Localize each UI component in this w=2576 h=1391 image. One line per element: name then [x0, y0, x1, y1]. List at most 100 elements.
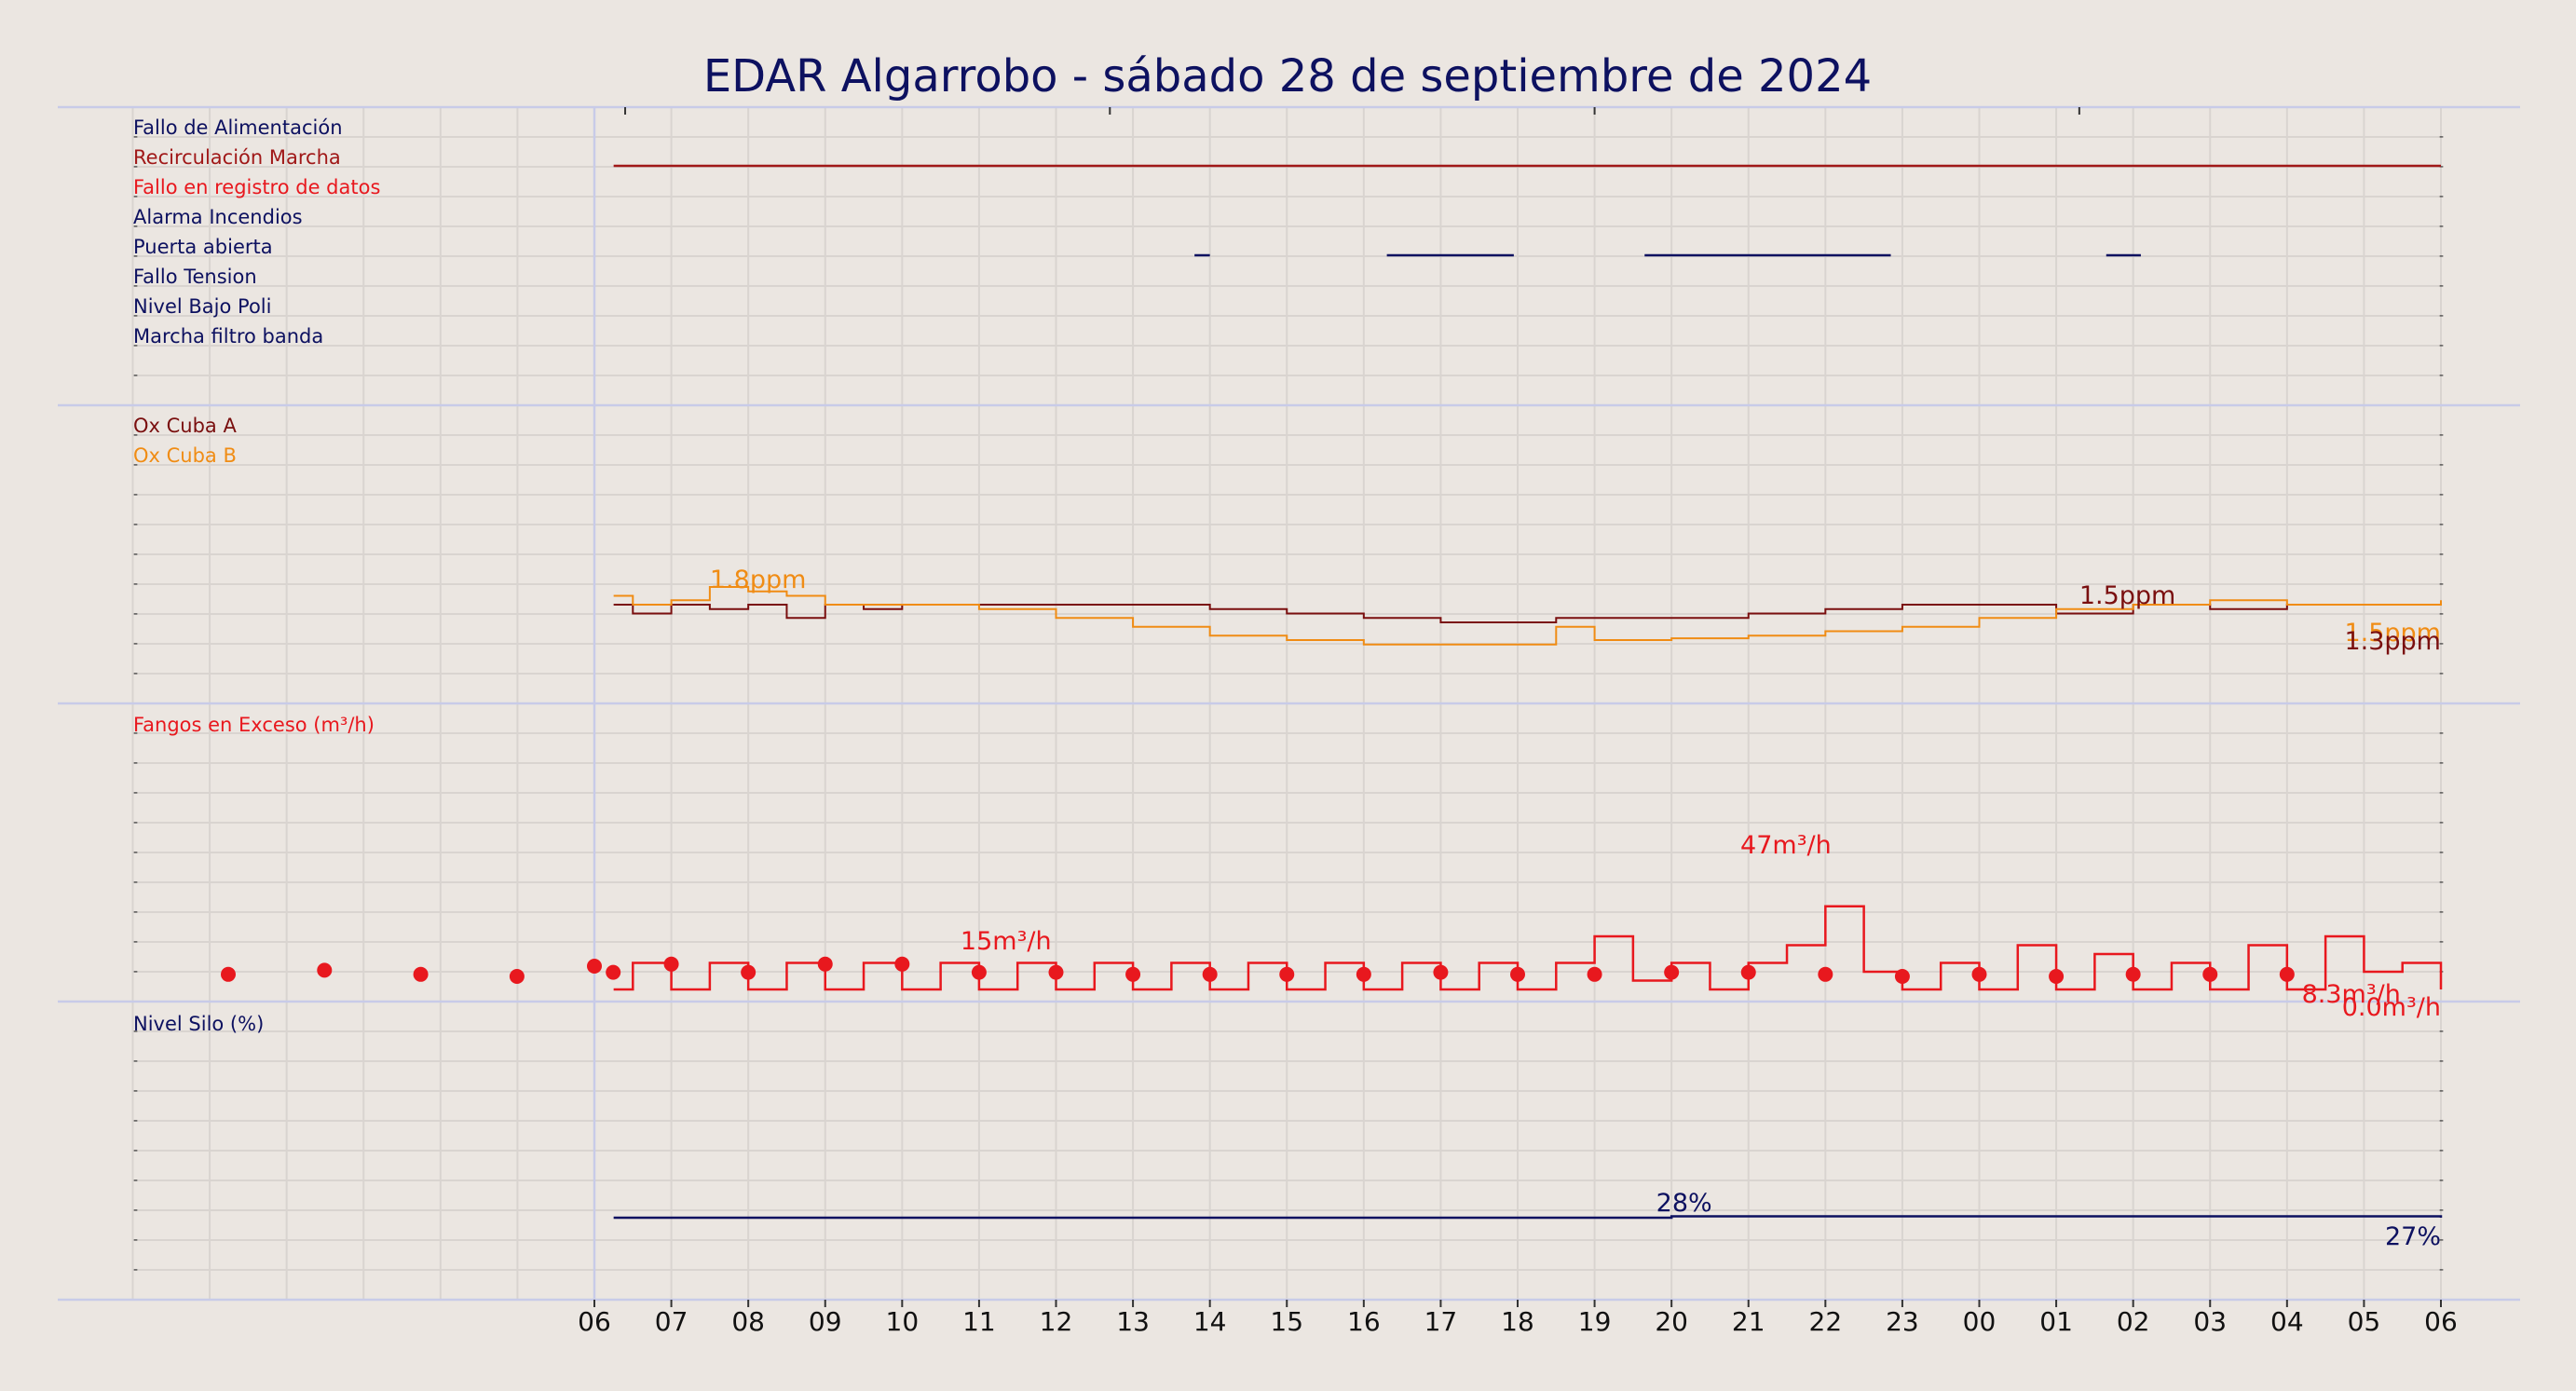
grid-tick-dot: - — [133, 219, 138, 234]
x-tick-label: 17 — [1424, 1306, 1458, 1337]
oxygen-series-line — [613, 586, 2442, 646]
x-tick-label: 15 — [1270, 1306, 1303, 1337]
sludge-avg-point — [817, 956, 833, 972]
oxygen-annotation: 1.3ppm — [2344, 627, 2441, 656]
grid-tick-dot: - — [133, 338, 138, 353]
series-label: Fallo en registro de datos — [133, 176, 380, 198]
grid-tick-dot: - — [133, 815, 138, 830]
series-label: Fallo Tension — [133, 266, 257, 288]
grid-tick-dot: - — [2439, 279, 2444, 293]
grid-tick-dot: - — [133, 1054, 138, 1069]
grid-tick-dot: - — [133, 934, 138, 949]
grid-tick-dot: - — [133, 1113, 138, 1128]
sludge-avg-point — [1587, 966, 1602, 982]
sludge-avg-point — [1433, 964, 1449, 980]
sludge-avg-point — [587, 959, 602, 974]
grid-tick-dot: - — [2439, 1173, 2444, 1188]
sludge-avg-point — [413, 966, 429, 982]
grid-tick-dot: - — [2439, 159, 2444, 174]
series-label: Marcha filtro banda — [133, 325, 323, 348]
sludge-avg-point — [741, 964, 756, 980]
sludge-avg-point — [663, 956, 679, 972]
sludge-annotation: 15m³/h — [961, 927, 1052, 956]
grid-tick-dot: - — [2439, 338, 2444, 353]
silo-series-line — [613, 1215, 2443, 1220]
sludge-avg-point — [1279, 966, 1295, 982]
x-tick-label: 10 — [886, 1306, 920, 1337]
x-tick-label: 07 — [655, 1306, 688, 1337]
grid-tick-dot: - — [133, 845, 138, 860]
grid-tick-dot: - — [2439, 428, 2444, 443]
x-tick-label: 16 — [1347, 1306, 1381, 1337]
x-tick-label: 20 — [1655, 1306, 1688, 1337]
grid-tick-dot: - — [2439, 189, 2444, 204]
sludge-avg-point — [1202, 966, 1218, 982]
sludge-avg-point — [2279, 966, 2295, 982]
grid-tick-dot: - — [2439, 1203, 2444, 1218]
x-tick-label: 22 — [1809, 1306, 1843, 1337]
grid-tick-dot: - — [133, 1233, 138, 1248]
grid-tick-dot: - — [133, 1143, 138, 1158]
grid-tick-dot: - — [133, 487, 138, 502]
sludge-avg-point — [1356, 966, 1371, 982]
grid-tick-dot: - — [2439, 934, 2444, 949]
sludge-avg-point — [1818, 966, 1833, 982]
grid-tick-dot: - — [2439, 1054, 2444, 1069]
grid-tick-dot: - — [133, 279, 138, 293]
grid-tick-dot: - — [2439, 1113, 2444, 1128]
x-tick-label: 18 — [1501, 1306, 1534, 1337]
grid-tick-dot: - — [133, 517, 138, 532]
sludge-avg-point — [221, 966, 236, 982]
series-label: Alarma Incendios — [133, 206, 303, 228]
grid-tick-dot: - — [2439, 487, 2444, 502]
grid-tick-dot: - — [2439, 845, 2444, 860]
sludge-avg-point — [2049, 969, 2065, 984]
grid-tick-dot: - — [2439, 1084, 2444, 1098]
grid-tick-dot: - — [2439, 905, 2444, 920]
x-tick-label: 06 — [2424, 1306, 2458, 1337]
series-label: Fangos en Exceso (m³/h) — [133, 714, 375, 736]
silo-annotation: 28% — [1656, 1189, 1712, 1218]
series-label: Recirculación Marcha — [133, 146, 341, 169]
series-label: Fallo de Alimentación — [133, 116, 343, 139]
x-tick-label: 19 — [1578, 1306, 1612, 1337]
grid-tick-dot: - — [2439, 607, 2444, 621]
grid-tick-dot: - — [2439, 756, 2444, 771]
grid-tick-dot: - — [133, 1203, 138, 1218]
grid: - - - - - - - - - - - - - - - - - - - - - - - - - - - - - - - - - - - - - - - -… — [58, 105, 2520, 1302]
x-tick-label: 12 — [1040, 1306, 1073, 1337]
grid-tick-dot: - — [2439, 219, 2444, 234]
x-tick-label: 23 — [1886, 1306, 1919, 1337]
grid-tick-dot: - — [133, 726, 138, 741]
x-tick-label: 04 — [2270, 1306, 2304, 1337]
x-tick-label: 14 — [1193, 1306, 1227, 1337]
sludge-avg-point — [1740, 964, 1756, 980]
silo-annotation: 27% — [2385, 1222, 2441, 1251]
oxygen-annotation: 1.5ppm — [2344, 619, 2441, 648]
sludge-annotation: 47m³/h — [1740, 831, 1832, 860]
sludge-annotation: 8.3m³/h — [2302, 980, 2401, 1009]
grid-tick-dot: - — [133, 905, 138, 920]
grid-tick-dot: - — [133, 666, 138, 681]
grid-tick-dot: - — [133, 189, 138, 204]
x-tick-label: 13 — [1116, 1306, 1150, 1337]
sludge-avg-point — [971, 964, 987, 980]
grid-tick-dot: - — [133, 308, 138, 323]
chart-title: EDAR Algarrobo - sábado 28 de septiembre… — [703, 50, 1872, 102]
grid-tick-dot: - — [133, 607, 138, 621]
x-tick-label: 21 — [1732, 1306, 1765, 1337]
grid-tick-dot: - — [2439, 308, 2444, 323]
grid-tick-dot: - — [133, 1084, 138, 1098]
grid-tick-dot: - — [2439, 636, 2444, 651]
grid-tick-dot: - — [2439, 1143, 2444, 1158]
grid-tick-dot: - — [133, 636, 138, 651]
sludge-avg-point — [1894, 969, 1910, 984]
grid-tick-dot: - — [133, 130, 138, 144]
grid-tick-dot: - — [2439, 249, 2444, 264]
sludge-series-line — [613, 905, 2443, 991]
grid-tick-dot: - — [2439, 1262, 2444, 1277]
sludge-panel: Fangos en Exceso (m³/h) 15m³/h 47m³/h 8.3m³… — [133, 714, 2443, 1022]
grid-tick-dot: - — [133, 875, 138, 890]
